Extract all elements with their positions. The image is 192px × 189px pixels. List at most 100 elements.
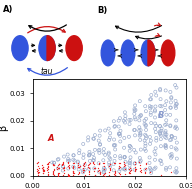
Point [133, 112, 136, 115]
Point [87, 154, 90, 157]
Point [127, 170, 130, 174]
Point [154, 153, 157, 156]
Point [102, 166, 105, 169]
Point [35, 169, 38, 172]
Point [149, 98, 152, 101]
Point [117, 164, 120, 167]
Point [154, 90, 157, 93]
Circle shape [66, 36, 82, 60]
Point [164, 144, 167, 147]
Point [102, 171, 105, 174]
Point [138, 126, 141, 129]
Point [175, 167, 178, 170]
Point [174, 126, 177, 129]
Point [133, 129, 136, 132]
Point [155, 139, 158, 142]
Point [170, 138, 173, 141]
Point [138, 115, 141, 118]
Circle shape [39, 36, 55, 60]
Point [160, 105, 163, 108]
Point [102, 168, 105, 171]
Point [158, 130, 161, 133]
Point [175, 157, 178, 160]
Point [52, 162, 55, 165]
Point [154, 131, 157, 134]
Point [139, 148, 142, 151]
Point [41, 166, 44, 169]
Point [108, 170, 111, 173]
Wedge shape [47, 36, 55, 60]
Point [37, 168, 40, 171]
Point [153, 109, 156, 112]
Point [117, 132, 120, 135]
Point [87, 170, 90, 173]
Point [113, 155, 117, 158]
Point [51, 170, 55, 174]
Point [42, 167, 45, 170]
Point [98, 172, 101, 175]
Point [134, 167, 137, 170]
Text: A: A [48, 134, 55, 143]
Point [72, 154, 75, 157]
Point [159, 125, 162, 128]
Point [138, 100, 141, 103]
Point [87, 167, 90, 170]
Point [57, 167, 60, 170]
Point [133, 129, 136, 132]
Point [52, 163, 55, 166]
Point [165, 123, 168, 126]
Point [81, 171, 84, 174]
Point [66, 159, 70, 162]
Point [81, 166, 84, 169]
Point [72, 169, 75, 172]
Point [139, 129, 142, 132]
Point [41, 168, 44, 171]
Point [164, 131, 167, 134]
Point [71, 164, 74, 167]
Point [143, 139, 146, 142]
Point [149, 111, 152, 114]
Point [114, 148, 117, 151]
Point [92, 162, 95, 165]
Point [174, 125, 177, 128]
Point [47, 167, 50, 170]
Point [143, 122, 146, 125]
Point [134, 104, 137, 107]
Point [42, 168, 45, 171]
Point [124, 117, 127, 120]
Point [108, 156, 111, 159]
Point [165, 133, 168, 136]
Point [67, 172, 70, 175]
Point [102, 151, 105, 154]
Point [68, 159, 71, 162]
Point [41, 171, 44, 174]
Point [88, 162, 91, 165]
Point [122, 119, 125, 122]
Point [42, 172, 45, 175]
Point [144, 125, 147, 128]
Point [62, 155, 65, 158]
Point [133, 162, 136, 165]
Point [56, 173, 60, 176]
Point [61, 169, 64, 172]
Point [113, 144, 116, 147]
Point [128, 122, 131, 125]
Point [169, 101, 172, 104]
Point [133, 109, 136, 112]
Point [148, 156, 151, 159]
Point [139, 113, 142, 116]
Point [78, 165, 81, 168]
Point [159, 134, 162, 137]
Point [129, 146, 132, 149]
Point [139, 159, 142, 162]
Point [97, 162, 100, 165]
Point [37, 166, 40, 169]
Point [52, 168, 55, 171]
Point [71, 162, 74, 165]
Point [123, 163, 126, 166]
Point [118, 132, 121, 136]
Point [114, 174, 117, 177]
Point [67, 161, 70, 164]
Point [175, 103, 178, 106]
Point [57, 166, 60, 169]
